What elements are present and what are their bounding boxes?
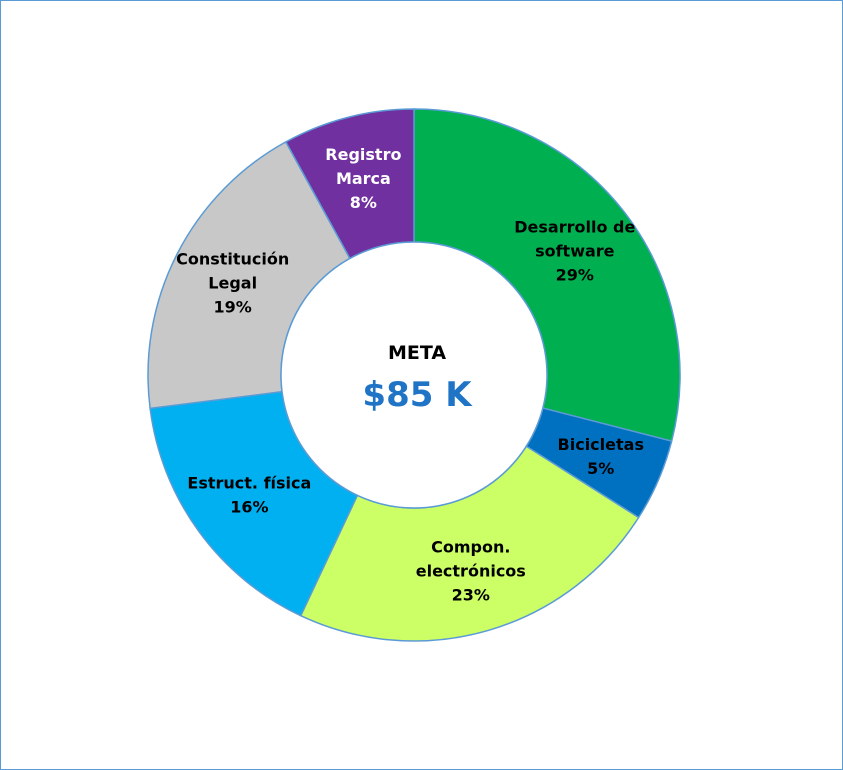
slice-label-5: Registro Marca 8% xyxy=(325,145,401,212)
slice-name-line-4: Legal xyxy=(208,274,257,293)
slice-name-line-2: Compon. xyxy=(431,537,510,556)
slice-label-3: Estruct. física 16% xyxy=(187,474,311,517)
slice-percent-1: 5% xyxy=(587,459,614,478)
center-hole xyxy=(280,241,548,509)
slice-label-0: Desarrollo de software 29% xyxy=(514,217,635,284)
slice-name-line-0: software xyxy=(535,241,615,260)
center-value: $85 K xyxy=(362,375,473,415)
slice-label-2: Compon. electrónicos 23% xyxy=(416,537,526,604)
slice-percent-2: 23% xyxy=(452,585,490,604)
slice-name-line-3: Estruct. física xyxy=(187,474,311,493)
slice-name-line-1: Bicicletas xyxy=(558,435,644,454)
slice-percent-5: 8% xyxy=(350,193,377,212)
slice-percent-0: 29% xyxy=(556,265,594,284)
slice-label-1: Bicicletas 5% xyxy=(558,435,644,478)
slice-label-4: Constitución Legal 19% xyxy=(176,250,289,317)
slice-name-line-0: Desarrollo de xyxy=(514,217,635,236)
slice-percent-3: 16% xyxy=(230,498,268,517)
slice-name-line-2: electrónicos xyxy=(416,561,526,580)
slice-name-line-5: Marca xyxy=(336,169,391,188)
slice-name-line-5: Registro xyxy=(325,145,401,164)
slice-percent-4: 19% xyxy=(214,298,252,317)
labels-layer: Desarrollo de software 29% Bicicletas 5% Comp… xyxy=(176,145,644,605)
center-title: META xyxy=(388,342,446,364)
slices-layer xyxy=(147,108,681,642)
slice-name-line-4: Constitución xyxy=(176,250,289,269)
